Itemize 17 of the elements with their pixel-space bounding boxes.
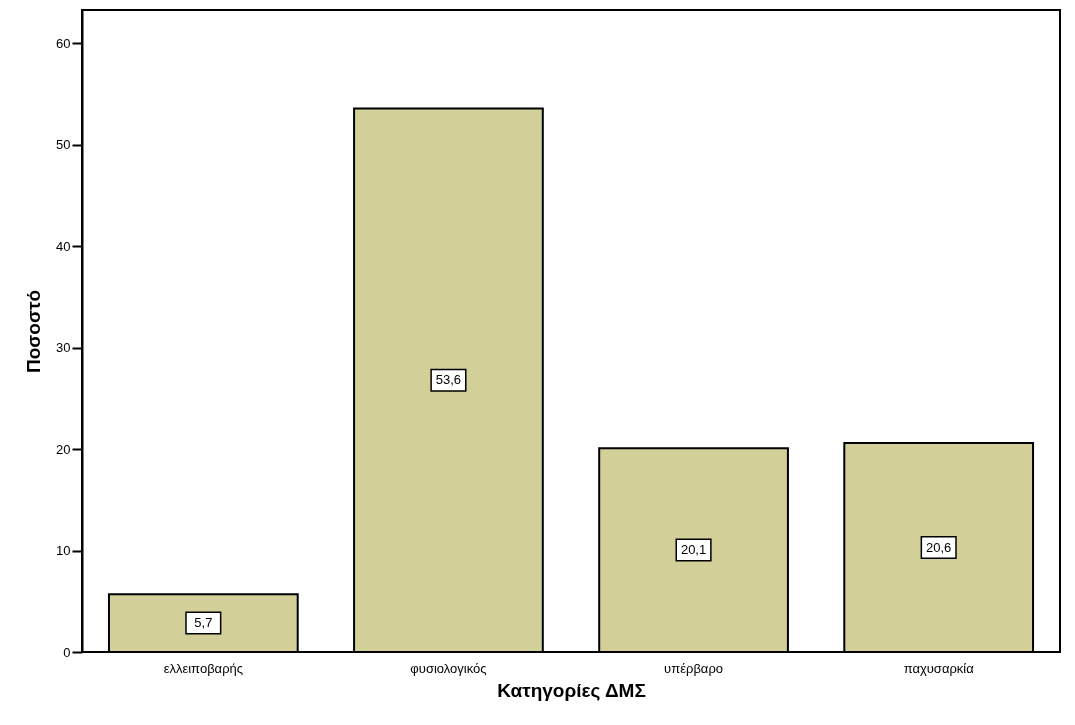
x-tick-label: παχυσαρκία [903, 660, 975, 676]
x-tick-label: υπέρβαρο [664, 660, 723, 676]
y-axis-title: Ποσοστό [23, 289, 45, 374]
data-label: 5,7 [194, 615, 213, 631]
y-tick-label: 30 [56, 340, 71, 356]
y-tick-label: 10 [56, 543, 71, 559]
x-axis-title: Κατηγορίες ΔΜΣ [497, 679, 646, 701]
data-label: 53,6 [435, 372, 462, 388]
data-label: 20,6 [926, 539, 952, 555]
y-tick-label: 50 [56, 137, 71, 153]
y-tick-label: 20 [56, 441, 71, 457]
x-tick-label: φυσιολογικός [410, 660, 487, 676]
data-label: 20,1 [680, 542, 707, 558]
y-tick-label: 0 [63, 644, 71, 660]
y-tick-label: 40 [56, 238, 71, 254]
x-tick-label: ελλειποβαρής [163, 660, 244, 676]
y-tick-label: 60 [56, 35, 71, 51]
